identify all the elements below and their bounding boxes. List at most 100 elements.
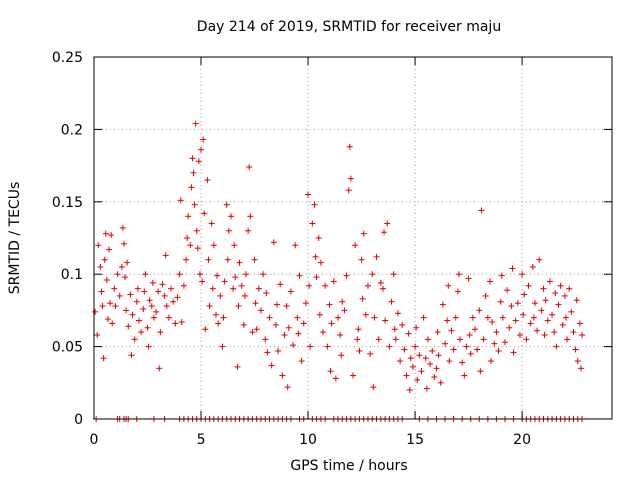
data-point bbox=[201, 210, 208, 217]
data-point bbox=[290, 342, 297, 349]
data-point bbox=[435, 352, 442, 359]
data-point bbox=[467, 350, 474, 357]
data-point bbox=[180, 282, 187, 289]
data-point bbox=[416, 352, 423, 359]
data-point bbox=[176, 271, 183, 278]
data-point bbox=[264, 349, 271, 356]
data-point bbox=[420, 314, 427, 321]
x-tick-label: 5 bbox=[197, 432, 206, 448]
data-point bbox=[188, 184, 195, 191]
data-point bbox=[576, 320, 583, 327]
data-point bbox=[523, 336, 530, 343]
data-point bbox=[568, 308, 575, 315]
data-point bbox=[312, 253, 319, 260]
data-point bbox=[405, 330, 412, 337]
data-point bbox=[455, 271, 462, 278]
data-point bbox=[459, 359, 466, 366]
data-point bbox=[127, 291, 134, 298]
data-point bbox=[313, 274, 320, 281]
data-point bbox=[561, 292, 568, 299]
data-point bbox=[577, 365, 584, 372]
data-point bbox=[332, 375, 339, 382]
data-point bbox=[99, 303, 106, 310]
data-point bbox=[108, 232, 115, 239]
data-point bbox=[433, 365, 440, 372]
data-point bbox=[446, 358, 453, 365]
data-point bbox=[364, 282, 371, 289]
data-point bbox=[249, 329, 256, 336]
data-point bbox=[305, 191, 312, 198]
data-point bbox=[215, 320, 222, 327]
data-point bbox=[247, 213, 254, 220]
data-point bbox=[362, 311, 369, 318]
data-point bbox=[437, 379, 444, 386]
data-point bbox=[270, 239, 277, 246]
data-point bbox=[255, 285, 262, 292]
data-point bbox=[109, 320, 116, 327]
data-point bbox=[564, 336, 571, 343]
data-point bbox=[275, 347, 282, 354]
data-point bbox=[337, 332, 344, 339]
data-point bbox=[448, 327, 455, 334]
data-point bbox=[482, 292, 489, 299]
data-point bbox=[133, 298, 140, 305]
data-point bbox=[381, 229, 388, 236]
data-point bbox=[217, 292, 224, 299]
data-point bbox=[555, 301, 562, 308]
data-point bbox=[429, 347, 436, 354]
data-point bbox=[246, 164, 253, 171]
data-point bbox=[298, 358, 305, 365]
data-point bbox=[220, 314, 227, 321]
data-point bbox=[118, 263, 125, 270]
data-point bbox=[131, 336, 138, 343]
data-point bbox=[397, 358, 404, 365]
x-tick-label: 10 bbox=[299, 432, 317, 448]
data-point bbox=[120, 240, 127, 247]
data-point bbox=[538, 307, 545, 314]
data-point bbox=[165, 314, 172, 321]
data-point bbox=[536, 256, 543, 263]
data-point bbox=[544, 317, 551, 324]
data-point bbox=[553, 343, 560, 350]
data-point bbox=[498, 272, 505, 279]
data-point bbox=[155, 288, 162, 295]
data-point bbox=[196, 271, 203, 278]
data-point bbox=[541, 332, 548, 339]
x-tick-label: 15 bbox=[406, 432, 424, 448]
data-point bbox=[92, 308, 99, 315]
data-point bbox=[512, 317, 519, 324]
data-point bbox=[236, 259, 243, 266]
data-point bbox=[102, 230, 109, 237]
data-point bbox=[335, 314, 342, 321]
data-point bbox=[231, 242, 238, 249]
data-point bbox=[292, 242, 299, 249]
data-point bbox=[208, 220, 215, 227]
data-point bbox=[311, 201, 318, 208]
data-point bbox=[355, 326, 362, 333]
data-point bbox=[114, 271, 121, 278]
data-point bbox=[399, 321, 406, 328]
data-point bbox=[285, 324, 292, 331]
data-point bbox=[296, 272, 303, 279]
x-axis-label: GPS time / hours bbox=[290, 458, 407, 474]
data-point bbox=[452, 314, 459, 321]
data-point bbox=[213, 311, 220, 318]
data-point bbox=[210, 242, 217, 249]
data-point bbox=[135, 317, 142, 324]
data-point bbox=[407, 355, 414, 362]
data-point bbox=[422, 355, 429, 362]
data-point bbox=[338, 352, 345, 359]
data-point bbox=[388, 298, 395, 305]
data-point bbox=[521, 291, 528, 298]
data-point bbox=[199, 278, 206, 285]
data-point bbox=[369, 271, 376, 278]
x-tick-label: 20 bbox=[513, 432, 531, 448]
data-point bbox=[493, 329, 500, 336]
data-point bbox=[480, 336, 487, 343]
data-point bbox=[345, 187, 352, 194]
data-point bbox=[178, 318, 185, 325]
data-point bbox=[347, 175, 354, 182]
data-point bbox=[562, 314, 569, 321]
data-point bbox=[192, 120, 199, 127]
